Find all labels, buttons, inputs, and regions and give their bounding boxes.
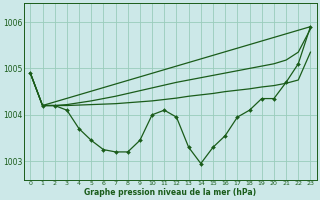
X-axis label: Graphe pression niveau de la mer (hPa): Graphe pression niveau de la mer (hPa)	[84, 188, 256, 197]
